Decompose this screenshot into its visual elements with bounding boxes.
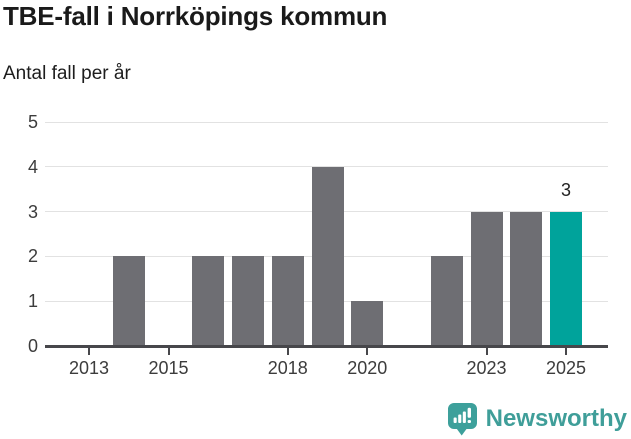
bar-2022 <box>430 256 463 345</box>
bar-2019 <box>311 166 344 345</box>
x-axis-label-2020: 2020 <box>347 358 388 378</box>
x-axis-label-2023: 2023 <box>466 358 507 378</box>
bar-2023 <box>470 211 503 345</box>
x-axis-tick-2023 <box>485 347 488 355</box>
x-axis-tick-2025 <box>565 347 567 355</box>
newsworthy-speech-bubble-chart-icon <box>447 402 477 436</box>
y-axis-label-4: 4 <box>27 156 38 177</box>
x-axis-label-2025: 2025 <box>545 358 587 378</box>
x-axis-line <box>45 344 608 348</box>
x-axis-tick-2018 <box>286 347 289 355</box>
bar-2017 <box>232 256 264 345</box>
bar-2018 <box>271 256 304 345</box>
y-axis-label-5: 5 <box>27 112 38 132</box>
newsworthy-logo-link[interactable]: Newsworthy <box>447 401 627 437</box>
bar-2014 <box>112 256 145 345</box>
x-axis-tick-2015 <box>167 347 170 355</box>
y-axis-label-3: 3 <box>27 201 38 222</box>
y-axis-label-0: 0 <box>27 336 38 356</box>
x-axis-tick-2013 <box>88 347 90 355</box>
chart-title: TBE-fall i Norrköpings kommun <box>3 1 388 31</box>
bar-2020 <box>351 301 384 345</box>
bar-2016 <box>192 256 225 345</box>
newsworthy-wordmark: Newsworthy <box>485 405 627 432</box>
bar-2024 <box>510 211 543 345</box>
x-axis-label-2018: 2018 <box>267 358 308 378</box>
chart-subtitle: Antal fall per år <box>3 63 131 84</box>
bar-value-label-2025: 3 <box>560 179 571 200</box>
y-axis-label-1: 1 <box>27 291 38 312</box>
y-axis-label-2: 2 <box>27 246 38 267</box>
x-axis-label-2013: 2013 <box>68 358 110 378</box>
x-axis-label-2015: 2015 <box>148 358 189 378</box>
gridline-y-5 <box>45 121 608 123</box>
x-axis-tick-2020 <box>366 347 369 355</box>
bar-2025 <box>550 211 582 345</box>
